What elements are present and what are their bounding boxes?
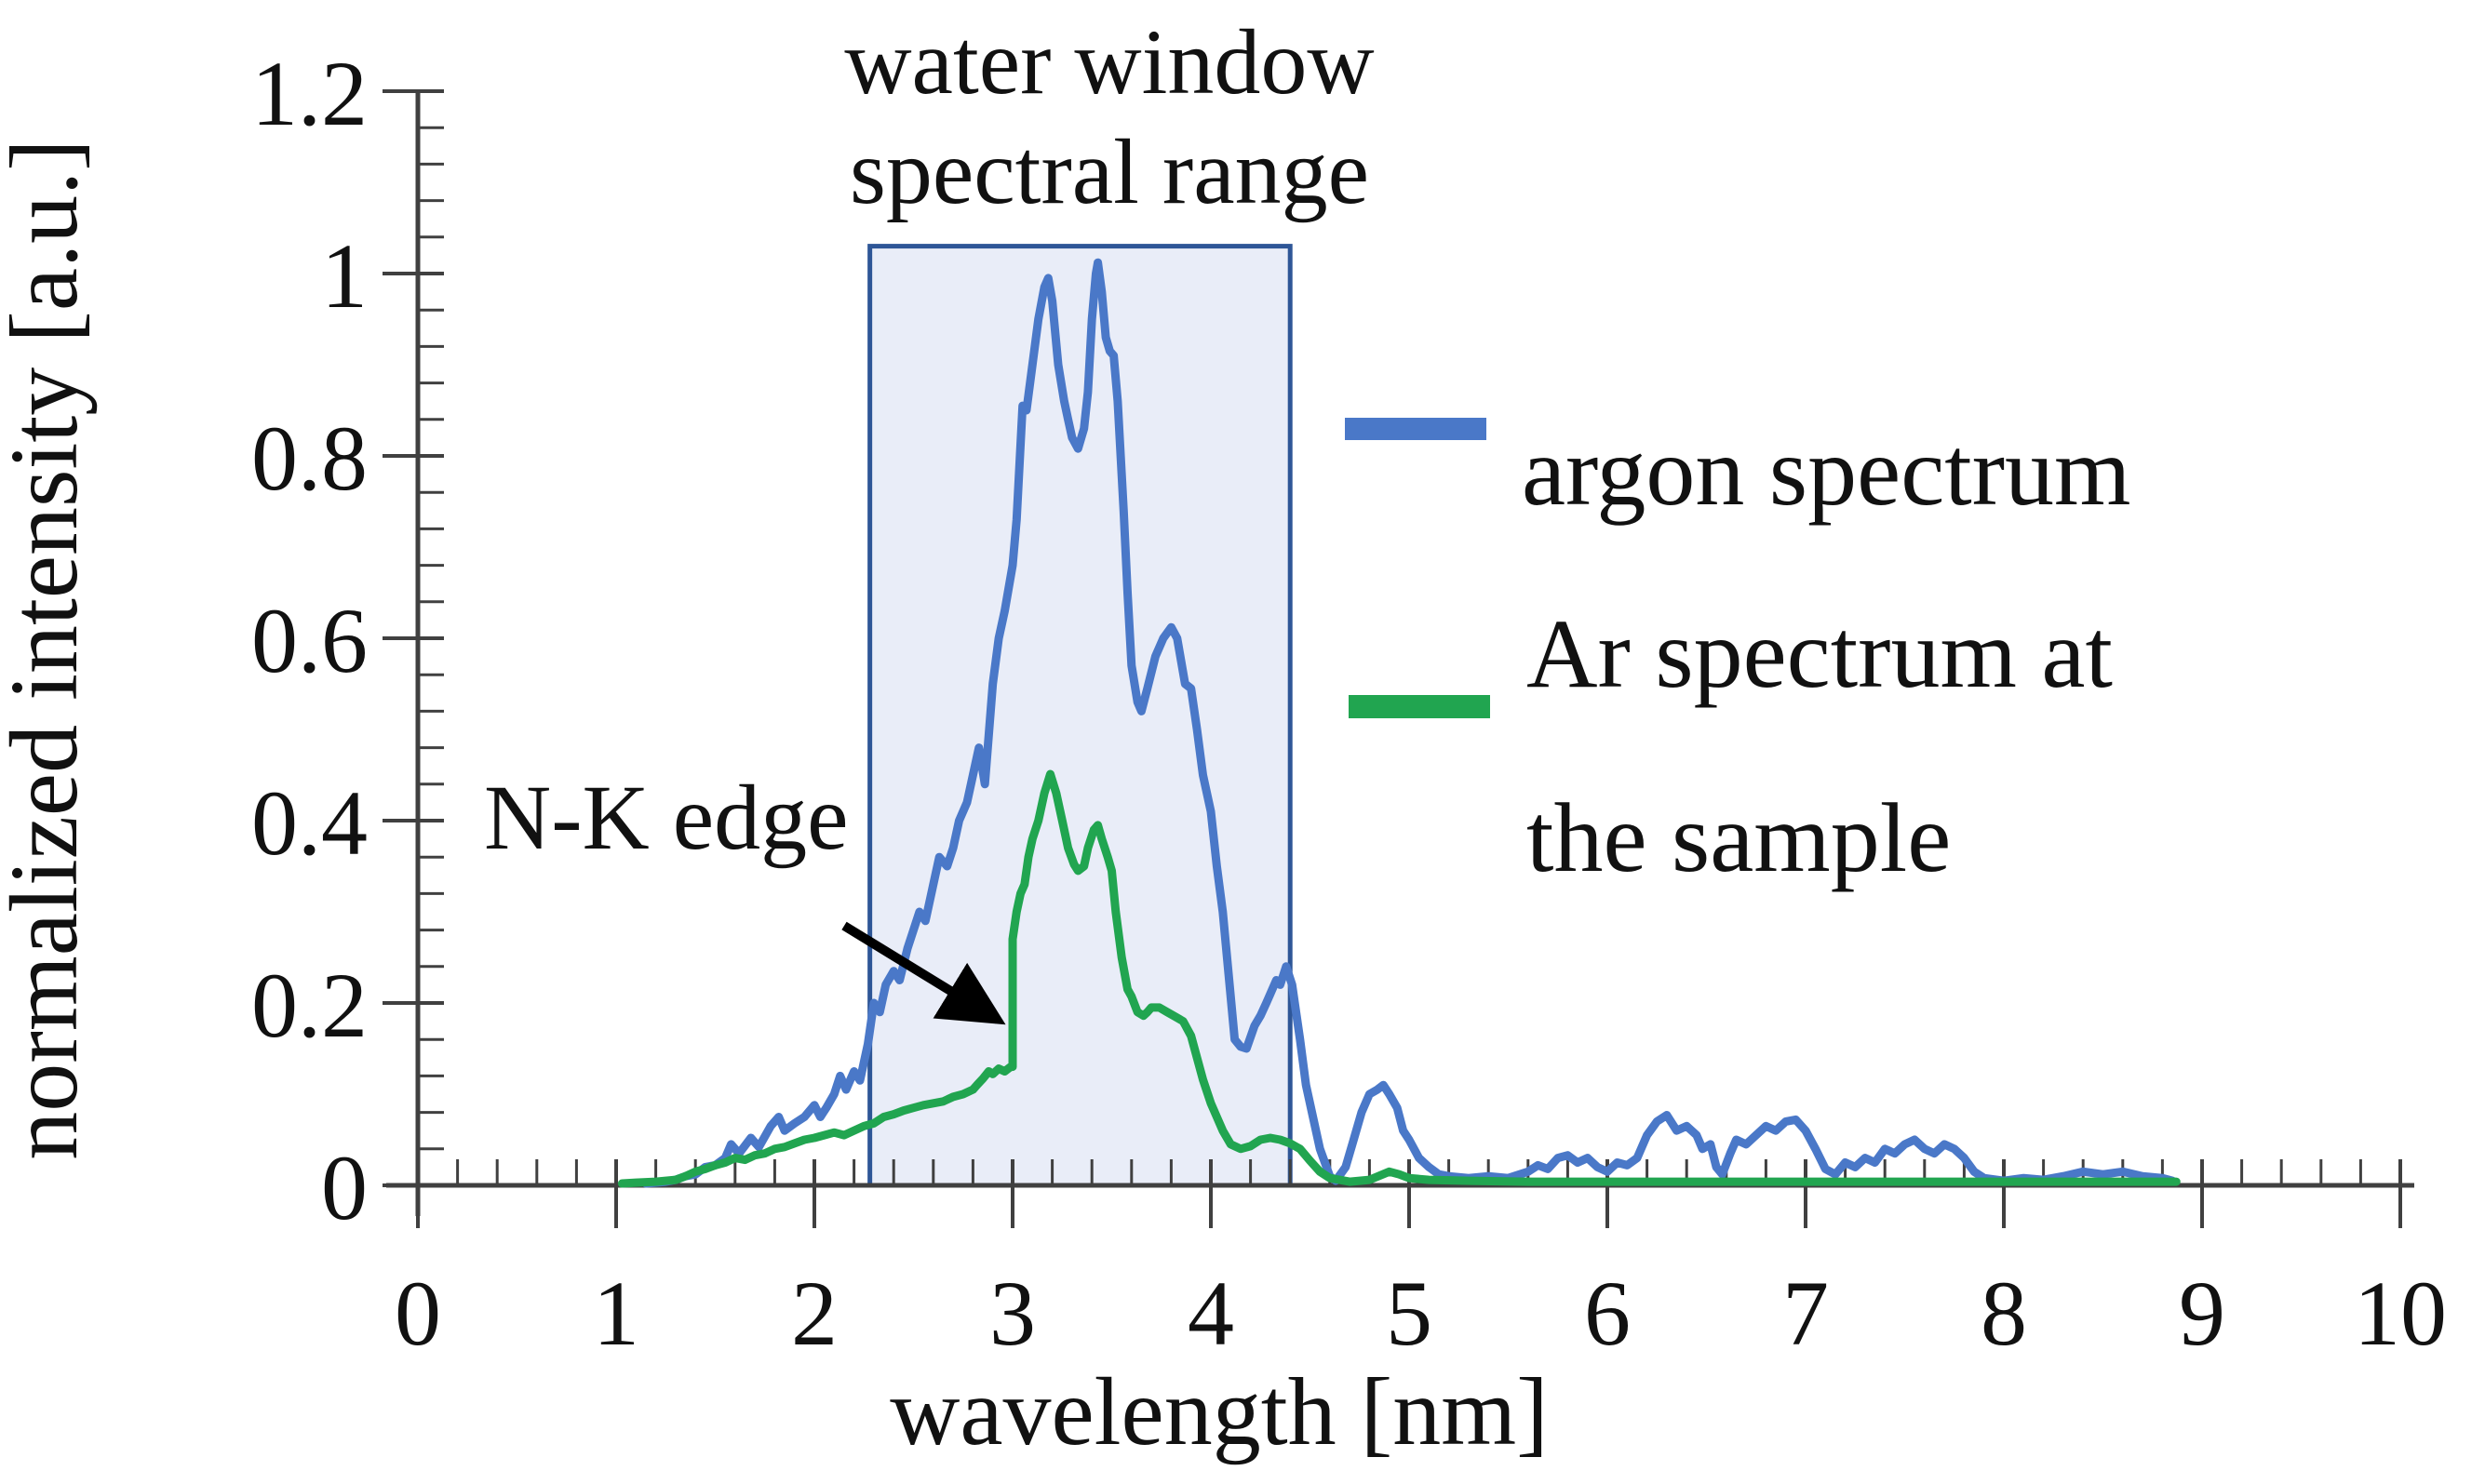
y-tick-label: 0 <box>321 1136 368 1239</box>
x-tick-label: 4 <box>1188 1262 1234 1365</box>
x-tick-label: 8 <box>1981 1262 2027 1365</box>
x-tick-labels: 0 1 2 3 4 5 6 7 8 9 10 <box>395 1262 2447 1365</box>
x-tick-label: 7 <box>1782 1262 1829 1365</box>
legend: argon spectrum Ar spectrum at the sample <box>1345 417 2130 892</box>
x-tick-label: 9 <box>2179 1262 2225 1365</box>
x-tick-label: 2 <box>791 1262 838 1365</box>
legend-label-sample-line2: the sample <box>1526 783 1951 892</box>
legend-label-argon: argon spectrum <box>1522 417 2130 526</box>
x-tick-label: 6 <box>1584 1262 1631 1365</box>
water-window-band <box>869 246 1291 1186</box>
legend-swatch-argon <box>1345 418 1486 440</box>
y-axis-title: normalized intensity [a.u.] <box>0 139 98 1159</box>
y-tick-label: 0.2 <box>251 954 368 1057</box>
chart-title-line1: water window <box>844 10 1374 114</box>
x-tick-label: 10 <box>2354 1262 2447 1365</box>
y-tick-label: 0.8 <box>251 407 368 510</box>
y-tick-label: 0.6 <box>251 589 368 692</box>
y-tick-labels: 0 0.2 0.4 0.6 0.8 1 1.2 <box>251 42 368 1239</box>
series-argon-spectrum <box>641 258 2177 1188</box>
y-tick-label: 1.2 <box>251 42 368 145</box>
y-tick-label: 1 <box>321 224 368 328</box>
x-tick-label: 1 <box>593 1262 639 1365</box>
legend-label-sample-line1: Ar spectrum at <box>1526 599 2113 708</box>
y-tick-label: 0.4 <box>251 771 368 875</box>
x-tick-label: 5 <box>1386 1262 1432 1365</box>
x-tick-label: 0 <box>395 1262 441 1365</box>
x-axis-title: wavelength [nm] <box>890 1358 1549 1465</box>
data-curves <box>617 258 2181 1188</box>
nk-edge-label: N-K edge <box>484 766 849 869</box>
annotation-arrow <box>841 921 1006 1025</box>
x-tick-label: 3 <box>989 1262 1036 1365</box>
chart-title-line2: spectral range <box>850 120 1369 223</box>
legend-swatch-sample <box>1349 695 1490 718</box>
series-ar-spectrum-at-the-sample <box>617 769 2181 1188</box>
